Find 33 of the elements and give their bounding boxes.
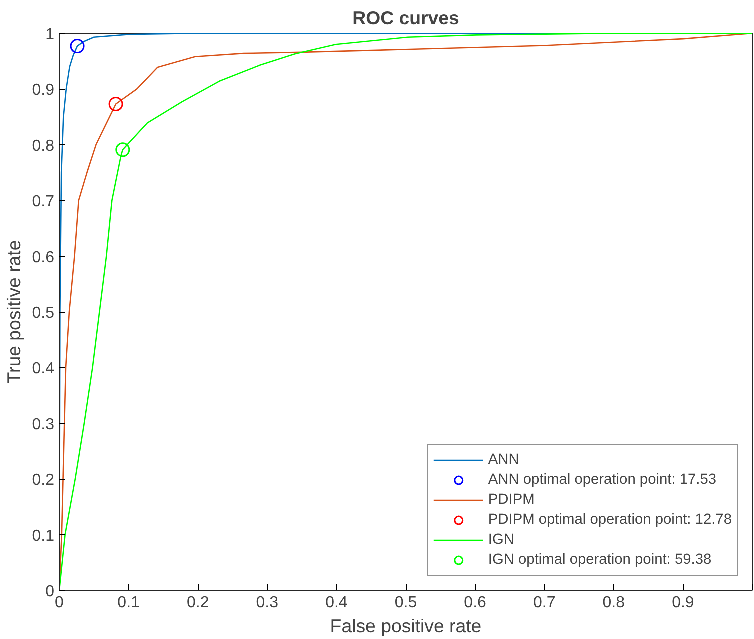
y-tick-label: 0.7 [32,194,55,211]
y-tick-label: 0.5 [32,305,55,322]
x-tick-label: 0.8 [602,594,626,612]
legend-label: ANN optimal operation point: 17.53 [488,472,717,488]
x-tick-label: 0.3 [256,594,279,612]
y-tick-label: 0.9 [32,82,55,100]
point [108,97,124,112]
x-tick-label: 0.7 [533,594,556,612]
y-tick-label: 0.3 [32,416,55,434]
x-tick-label: 0.9 [672,594,694,612]
y-tick-label: 0 [46,584,55,600]
x-tick-label: 0.2 [186,594,210,612]
legend-label: ANN [488,452,520,468]
y-tick-label: 0.4 [32,360,55,378]
chart-title: ROC curves [352,8,460,28]
x-tick-label: 0.1 [118,594,140,612]
legend-label: PDIPM [488,492,535,508]
point [70,39,85,54]
x-tick-label: 0.4 [326,594,348,612]
y-tick-label: 0.2 [32,472,55,490]
point [116,142,130,158]
y-tick-label: 0.8 [32,138,55,155]
x-axis-title: False positive rate [330,616,482,636]
y-tick-label: 0.6 [32,249,55,266]
legend-label: PDIPM optimal operation point: 12.78 [488,512,732,528]
y-tick-label: 0.1 [32,528,55,545]
legend-label: IGN [488,532,514,548]
legend-label: IGN optimal operation point: 59.38 [488,552,712,568]
y-axis-title: True positive rate [3,240,24,384]
x-tick-label: 0.5 [394,594,418,612]
line-series [60,34,752,590]
y-tick-label: 1 [46,26,55,44]
x-tick-label: 0.6 [464,594,487,612]
